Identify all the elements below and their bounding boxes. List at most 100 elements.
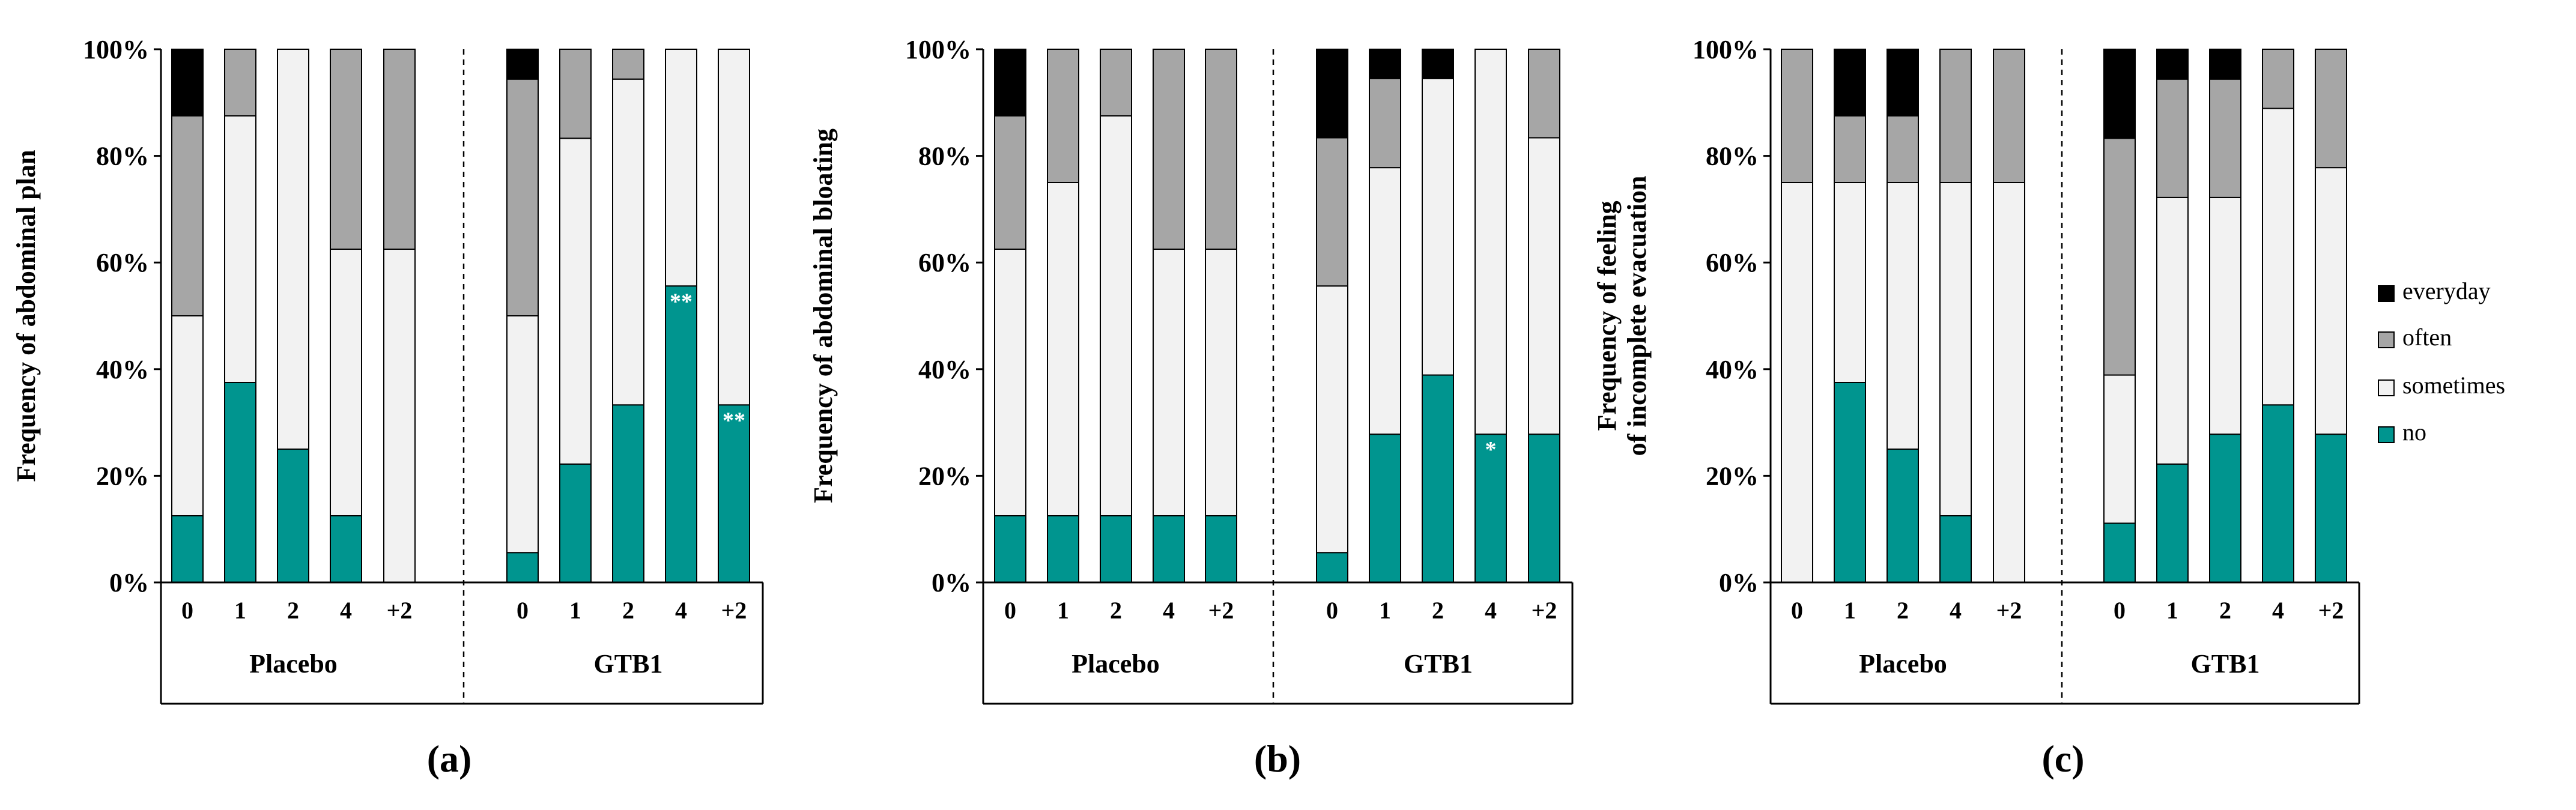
- y-tick-label: 20%: [918, 461, 971, 491]
- bar-segment-sometimes: [994, 249, 1026, 516]
- y-axis-label: Frequency of abdominal bloating: [808, 128, 838, 503]
- bar-segment-sometimes: [2315, 167, 2347, 435]
- panel-label: (c): [2041, 737, 2084, 780]
- y-tick-label: 0%: [109, 568, 149, 597]
- bar-segment-sometimes: [1834, 182, 1866, 383]
- y-tick-label: 40%: [918, 355, 971, 384]
- bar-segment-sometimes: [224, 115, 256, 383]
- bar-segment-no: [2262, 404, 2294, 584]
- legend-swatch-sometimes: [2378, 379, 2395, 396]
- bar-segment-sometimes: [1887, 182, 1919, 450]
- bar-segment-everyday: [1369, 49, 1401, 79]
- bar-segment-often: [330, 49, 362, 250]
- group-label-gtb1: GTB1: [594, 649, 663, 679]
- bar-segment-sometimes: [330, 249, 362, 516]
- bar-segment-sometimes: [718, 49, 750, 406]
- bar-segment-sometimes: [1316, 285, 1348, 554]
- bar-segment-often: [1369, 77, 1401, 169]
- legend-label-sometimes: sometimes: [2402, 372, 2505, 399]
- legend-label-often: often: [2402, 324, 2452, 351]
- bar-segment-sometimes: [2103, 374, 2136, 524]
- group-label-placebo: Placebo: [1859, 649, 1947, 679]
- chart-panel-2: 0% 20% 40% 60% 80% 100% 0 1 2 4 +2 0 1 2 4 +2 * Placebo GT…: [808, 35, 1574, 780]
- bar-segment-sometimes: [1153, 249, 1185, 516]
- x-tick-label: 0: [1791, 597, 1803, 624]
- bar-segment-sometimes: [559, 138, 592, 465]
- bar-segment-no: [1887, 449, 1919, 583]
- y-tick-label: 100%: [1693, 35, 1759, 64]
- y-tick-label: 0%: [932, 568, 971, 597]
- bar-segment-sometimes: [1100, 115, 1132, 516]
- x-tick-label: 0: [181, 597, 193, 624]
- x-tick-label: 4: [1163, 597, 1175, 624]
- panel-label: (b): [1254, 737, 1301, 780]
- chart-panel-3: 0% 20% 40% 60% 80% 100% 0 1 2 4 +2 0 1 2 4 +2 Placebo GTB…: [1592, 35, 2360, 780]
- bar-segment-often: [1100, 49, 1132, 116]
- y-tick-label: 60%: [96, 248, 149, 277]
- legend-swatch-often: [2378, 331, 2395, 348]
- bar-segment-often: [612, 49, 644, 80]
- y-tick-label: 20%: [96, 461, 149, 491]
- x-tick-label: +2: [1996, 597, 2022, 624]
- bar-segment-often: [1887, 115, 1919, 183]
- bar-segment-sometimes: [1422, 77, 1454, 376]
- bar-segment-sometimes: [612, 78, 644, 406]
- x-tick-label: 4: [1485, 597, 1497, 624]
- bar-segment-sometimes: [383, 249, 416, 583]
- bar-segment-sometimes: [506, 315, 539, 554]
- bar-segment-everyday: [1316, 49, 1348, 139]
- bar-segment-no: [2103, 522, 2136, 584]
- bar-segment-no: [1100, 515, 1132, 583]
- bar-segment-no: [277, 449, 309, 583]
- group-label-placebo: Placebo: [1071, 649, 1160, 679]
- bar-segment-sometimes: [277, 49, 309, 450]
- x-tick-label: 1: [1844, 597, 1856, 624]
- x-tick-label: 4: [675, 597, 687, 624]
- x-tick-label: 2: [1110, 597, 1122, 624]
- bar-segment-no: [1047, 515, 1079, 583]
- bar-segment-everyday: [2103, 49, 2136, 139]
- bar-segment-everyday: [994, 49, 1026, 116]
- bar-segment-no: [559, 463, 592, 584]
- bar-segment-no: [171, 515, 204, 583]
- bar-segment-often: [2209, 78, 2241, 198]
- x-tick-label: 1: [2166, 597, 2178, 624]
- x-tick-label: +2: [721, 597, 747, 624]
- legend: everyday often sometimes no: [2378, 277, 2505, 446]
- bar-segment-sometimes: [171, 315, 204, 516]
- x-tick-label: 1: [569, 597, 581, 624]
- x-tick-label: 2: [1432, 597, 1444, 624]
- bar-segment-no: [1422, 374, 1454, 583]
- bar-segment-sometimes: [1474, 49, 1507, 435]
- x-tick-label: 0: [517, 597, 529, 624]
- bar-segment-no: [1528, 434, 1560, 583]
- bar-segment-often: [1153, 49, 1185, 250]
- bar-segment-no: [2209, 434, 2241, 583]
- bar-segment-often: [1939, 49, 1972, 183]
- bar-segment-everyday: [1887, 49, 1919, 116]
- bar-segment-sometimes: [2156, 196, 2189, 465]
- legend-label-no: no: [2402, 419, 2426, 446]
- x-tick-label: 2: [2219, 597, 2231, 624]
- x-tick-label: 2: [287, 597, 299, 624]
- y-tick-label: 20%: [1706, 461, 1759, 491]
- bar-segment-everyday: [2209, 49, 2241, 80]
- group-label-gtb1: GTB1: [2191, 649, 2260, 679]
- bar-segment-often: [1316, 137, 1348, 287]
- y-tick-label: 80%: [96, 142, 149, 171]
- x-tick-label: +2: [1532, 597, 1557, 624]
- chart-panel-1: 0% 20% 40% 60% 80% 100% 0 1 2 4 +2 0 1 2 4 +2 ** ** Placeb…: [11, 35, 764, 780]
- bar-segment-often: [2262, 49, 2294, 109]
- x-tick-label: 1: [234, 597, 246, 624]
- bar-segment-often: [994, 115, 1026, 250]
- legend-swatch-no: [2378, 426, 2395, 443]
- y-axis-label: Frequency of feeling: [1592, 201, 1622, 431]
- panels: 0%20%40%60%80%100%0 1 2 4 +2 0 1 2 4 +2****Placeb…: [11, 35, 2360, 780]
- y-tick-label: 0%: [1719, 568, 1759, 597]
- x-tick-label: 2: [1897, 597, 1909, 624]
- bar-segment-often: [2103, 138, 2136, 376]
- bar-segment-everyday: [1422, 49, 1454, 79]
- x-tick-label: 1: [1379, 597, 1391, 624]
- y-axis-label: Frequency of abdominal plan: [11, 150, 41, 482]
- y-tick-label: 40%: [96, 355, 149, 384]
